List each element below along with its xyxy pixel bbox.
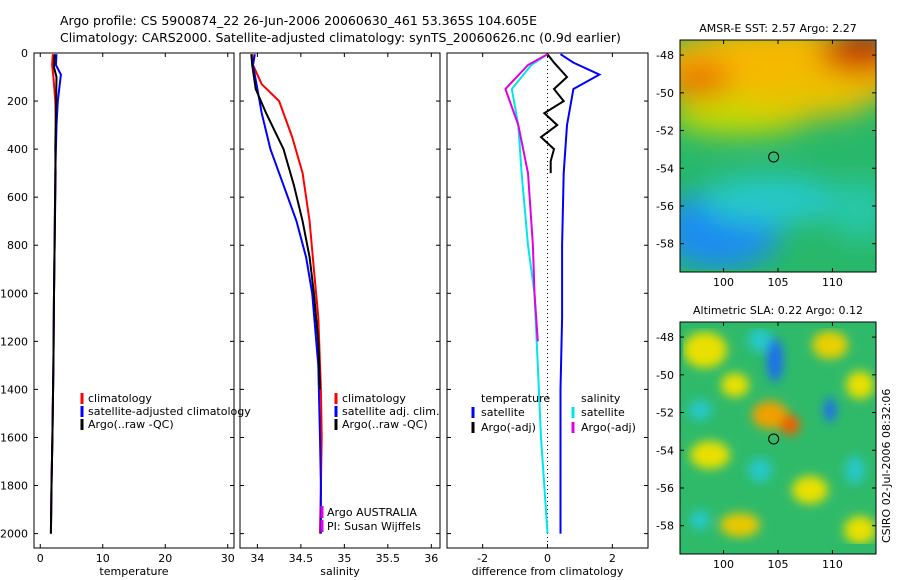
diff-legend-label: Argo(-adj) [481, 421, 536, 434]
temperature-xtick-label: 10 [96, 552, 110, 565]
sst_map-ytick-label: -50 [656, 87, 674, 100]
temperature-ytick-label: 1400 [0, 383, 28, 396]
temperature-ytick-label: 2000 [0, 528, 28, 541]
temperature-legend-label: satellite-adjusted climatology [88, 405, 251, 418]
sla-heatmap [680, 322, 876, 554]
sst_map-argo-marker [768, 151, 780, 163]
salinity-xtick-label: 35 [337, 552, 351, 565]
header-line-2: Climatology: CARS2000. Satellite-adjuste… [60, 30, 621, 45]
salinity-xtick-label: 35.5 [376, 552, 401, 565]
sla_map-ytick-label: -48 [656, 331, 674, 344]
difference-series-temperature-satellite [559, 53, 602, 534]
charts-layer: 0 10 20 30temperature0200400600800100012001… [0, 22, 877, 578]
difference-xtick-label: 0 [544, 552, 551, 565]
diff-legend-label: satellite [481, 406, 525, 419]
salinity-note: Argo AUSTRALIA [327, 506, 417, 519]
temperature-axes-frame [33, 52, 235, 549]
diff-legend-group-title: salinity [581, 392, 621, 405]
salinity-series-argo-raw-qc- [250, 54, 321, 390]
salinity-legend-label: Argo(..raw -QC) [342, 418, 428, 431]
temperature-ytick-label: 1000 [0, 287, 28, 300]
difference-series-salinity-satellite [510, 53, 549, 534]
diff-legend-label: satellite [581, 406, 625, 419]
difference-series-temperature-argo-adj- [539, 53, 569, 174]
difference-xlabel: difference from climatology [472, 565, 624, 578]
sst_map-title: AMSR-E SST: 2.57 Argo: 2.27 [699, 22, 857, 35]
temperature-ytick-label: 400 [7, 143, 28, 156]
sst_map-ytick-label: -56 [656, 200, 674, 213]
sla_map-ytick-label: -54 [656, 444, 674, 457]
sst_map-ytick-label: -48 [656, 49, 674, 62]
sst_map-ytick-label: -52 [656, 125, 674, 138]
sst-heatmap [680, 40, 876, 272]
sla_map-xtick-label: 105 [768, 558, 789, 571]
temperature-ytick-label: 1800 [0, 480, 28, 493]
salinity-legend-label: climatology [342, 392, 406, 405]
sst_map-ytick-label: -58 [656, 238, 674, 251]
temperature-xtick-label: 20 [158, 552, 172, 565]
sst_map-xtick-label: 110 [822, 276, 843, 289]
temperature-legend-label: climatology [88, 392, 152, 405]
sla_map-title: Altimetric SLA: 0.22 Argo: 0.12 [693, 304, 863, 317]
header-line-1: Argo profile: CS 5900874_22 26-Jun-2006 … [60, 13, 537, 28]
side-credit-label: CSIRO 02-Jul-2006 08:32:06 [880, 389, 893, 543]
temperature-legend-label: Argo(..raw -QC) [88, 418, 174, 431]
temperature-xtick-label: 30 [221, 552, 235, 565]
salinity-series-satellite-adj-clim- [251, 54, 322, 534]
difference-xtick-label: -2 [477, 552, 488, 565]
temperature-ytick-label: 1600 [0, 431, 28, 444]
temperature-xtick-label: 0 [37, 552, 44, 565]
salinity-note: PI: Susan Wijffels [327, 520, 421, 533]
sst_map-xtick-label: 100 [713, 276, 734, 289]
salinity-xtick-label: 34 [250, 552, 264, 565]
sst_map-xtick-label: 105 [768, 276, 789, 289]
diff-legend-group-title: temperature [481, 392, 550, 405]
temperature-ytick-label: 0 [21, 47, 28, 60]
sla_map-ytick-label: -56 [656, 482, 674, 495]
difference-series-salinity-argo-adj- [504, 53, 548, 342]
sla_map-xtick-label: 100 [713, 558, 734, 571]
temperature-series-argo-raw-qc- [49, 54, 58, 534]
diff-legend-label: Argo(-adj) [581, 421, 636, 434]
temperature-ytick-label: 800 [7, 239, 28, 252]
temperature-xlabel: temperature [99, 565, 168, 578]
difference-xtick-label: 2 [609, 552, 616, 565]
temperature-ytick-label: 200 [7, 95, 28, 108]
salinity-xtick-label: 36 [424, 552, 438, 565]
sla_map-argo-marker [768, 433, 780, 445]
salinity-xlabel: salinity [320, 565, 360, 578]
sla_map-ytick-label: -52 [656, 407, 674, 420]
salinity-axes-frame [239, 52, 441, 549]
sst_map-ytick-label: -54 [656, 162, 674, 175]
sla_map-ytick-label: -50 [656, 369, 674, 382]
temperature-ytick-label: 600 [7, 191, 28, 204]
sla_map-ytick-label: -58 [656, 520, 674, 533]
salinity-xtick-label: 34.5 [289, 552, 314, 565]
temperature-ytick-label: 1200 [0, 335, 28, 348]
salinity-series-climatology [251, 54, 323, 534]
sla_map-xtick-label: 110 [822, 558, 843, 571]
salinity-legend-label: satellite adj. clim. [342, 405, 439, 418]
